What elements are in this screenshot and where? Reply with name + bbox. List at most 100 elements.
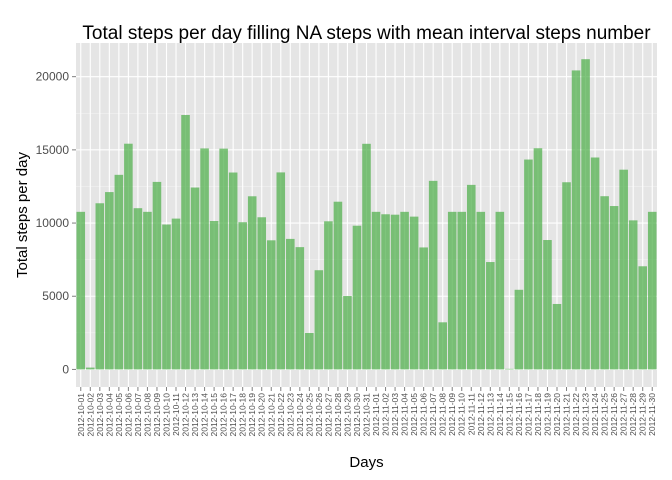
bar-2012-11-16 xyxy=(514,289,524,370)
bar-2012-10-11 xyxy=(171,218,181,370)
bar-2012-10-29 xyxy=(343,295,352,370)
x-tick-label: 2012-10-21 xyxy=(266,393,276,437)
bar-2012-11-01 xyxy=(371,211,381,370)
chart-title: Total steps per day filling NA steps wit… xyxy=(82,23,651,44)
x-tick-label: 2012-10-17 xyxy=(228,393,238,437)
x-tick-label: 2012-11-14 xyxy=(495,393,505,436)
bar-2012-11-19 xyxy=(543,240,552,370)
x-tick-label: 2012-11-06 xyxy=(419,393,429,436)
bar-2012-11-20 xyxy=(552,303,562,370)
bar-2012-11-10 xyxy=(457,211,467,370)
bar-2012-10-03 xyxy=(95,203,105,370)
x-tick-label: 2012-11-03 xyxy=(390,393,400,436)
x-tick-label: 2012-11-17 xyxy=(523,393,533,436)
x-tick-label: 2012-11-01 xyxy=(371,393,381,436)
x-tick-label: 2012-11-12 xyxy=(476,393,486,436)
x-axis: 2012-10-01 2012-10-02 2012-10-03 2012-10-04… xyxy=(76,387,657,436)
bar-2012-11-22 xyxy=(571,70,581,370)
bar-2012-10-01 xyxy=(76,211,86,370)
x-tick-label: 2012-11-18 xyxy=(533,393,543,436)
x-tick-label: 2012-10-27 xyxy=(323,393,333,437)
x-tick-label: 2012-10-30 xyxy=(352,393,362,437)
x-tick-label: 2012-11-22 xyxy=(571,393,581,436)
bar-2012-10-14 xyxy=(200,148,209,370)
x-tick-label: 2012-10-26 xyxy=(314,393,324,437)
bar-2012-10-21 xyxy=(266,240,276,370)
bar-2012-10-28 xyxy=(333,201,343,370)
y-tick-label: 20000 xyxy=(36,70,70,84)
x-axis-label: Days xyxy=(349,454,383,471)
bar-2012-10-24 xyxy=(295,247,305,370)
x-tick-label: 2012-10-07 xyxy=(133,393,143,437)
x-tick-label: 2012-10-20 xyxy=(257,393,267,437)
x-tick-label: 2012-11-28 xyxy=(628,393,638,436)
bar-2012-10-31 xyxy=(362,143,371,370)
x-tick-label: 2012-11-07 xyxy=(428,393,438,436)
bar-2012-11-03 xyxy=(390,214,400,370)
x-tick-label: 2012-11-16 xyxy=(514,393,524,436)
y-tick-label: 15000 xyxy=(36,143,70,157)
x-tick-label: 2012-11-04 xyxy=(400,393,410,436)
bar-2012-10-19 xyxy=(247,196,257,370)
bar-2012-11-13 xyxy=(486,262,495,370)
bar-2012-11-17 xyxy=(524,159,533,370)
bar-2012-10-26 xyxy=(314,270,324,370)
bar-2012-10-13 xyxy=(190,187,200,370)
x-tick-label: 2012-10-04 xyxy=(104,393,114,437)
bar-2012-11-29 xyxy=(638,266,647,370)
bar-2012-10-23 xyxy=(286,238,295,370)
x-tick-label: 2012-11-24 xyxy=(590,393,600,436)
y-axis-label: Total steps per day xyxy=(14,152,31,278)
x-tick-label: 2012-10-14 xyxy=(200,393,210,437)
bar-2012-10-20 xyxy=(257,217,267,370)
bar-2012-10-09 xyxy=(152,181,162,370)
bar-2012-11-09 xyxy=(447,211,457,370)
x-tick-label: 2012-10-15 xyxy=(209,393,219,437)
x-tick-label: 2012-10-18 xyxy=(238,393,248,437)
x-tick-label: 2012-10-29 xyxy=(342,393,352,437)
bar-2012-11-15 xyxy=(505,368,514,370)
bar-2012-11-23 xyxy=(581,59,590,370)
bar-2012-11-25 xyxy=(600,196,609,370)
bar-2012-11-06 xyxy=(419,247,428,370)
x-tick-label: 2012-11-08 xyxy=(438,393,448,436)
bar-2012-10-08 xyxy=(143,211,152,370)
x-tick-label: 2012-10-13 xyxy=(190,393,200,437)
bar-2012-11-26 xyxy=(609,206,619,370)
x-tick-label: 2012-10-24 xyxy=(295,393,305,437)
x-tick-label: 2012-11-11 xyxy=(466,393,476,435)
x-tick-label: 2012-10-22 xyxy=(276,393,286,437)
x-tick-label: 2012-11-29 xyxy=(638,393,648,436)
bar-2012-11-05 xyxy=(409,216,419,370)
bar-2012-11-18 xyxy=(533,148,543,370)
bar-2012-10-17 xyxy=(228,172,238,370)
x-tick-label: 2012-11-23 xyxy=(581,393,591,436)
bar-2012-10-07 xyxy=(133,208,143,370)
x-tick-label: 2012-10-25 xyxy=(304,393,314,437)
x-tick-label: 2012-10-10 xyxy=(161,393,171,437)
x-tick-label: 2012-10-23 xyxy=(285,393,295,437)
x-tick-label: 2012-10-06 xyxy=(123,393,133,437)
bars xyxy=(76,59,657,370)
bar-2012-11-21 xyxy=(562,182,571,370)
x-tick-label: 2012-10-12 xyxy=(181,393,191,437)
bar-2012-11-30 xyxy=(647,211,657,370)
y-axis: 0 5000 10000 15000 20000 xyxy=(36,70,76,376)
y-tick-label: 10000 xyxy=(36,216,70,230)
bar-2012-10-10 xyxy=(162,224,171,370)
x-tick-label: 2012-11-09 xyxy=(447,393,457,436)
x-tick-label: 2012-11-05 xyxy=(409,393,419,436)
y-tick-label: 0 xyxy=(62,362,69,376)
bar-2012-10-02 xyxy=(86,367,95,370)
x-tick-label: 2012-10-31 xyxy=(362,393,372,437)
x-tick-label: 2012-10-02 xyxy=(85,393,95,437)
bar-2012-10-12 xyxy=(181,114,190,370)
bar-2012-11-27 xyxy=(619,169,628,370)
bar-2012-11-24 xyxy=(590,157,600,370)
x-tick-label: 2012-11-10 xyxy=(457,393,467,436)
x-tick-label: 2012-11-02 xyxy=(381,393,391,436)
x-tick-label: 2012-10-09 xyxy=(152,393,162,437)
x-tick-label: 2012-10-19 xyxy=(247,393,257,437)
x-tick-label: 2012-11-13 xyxy=(485,393,495,436)
